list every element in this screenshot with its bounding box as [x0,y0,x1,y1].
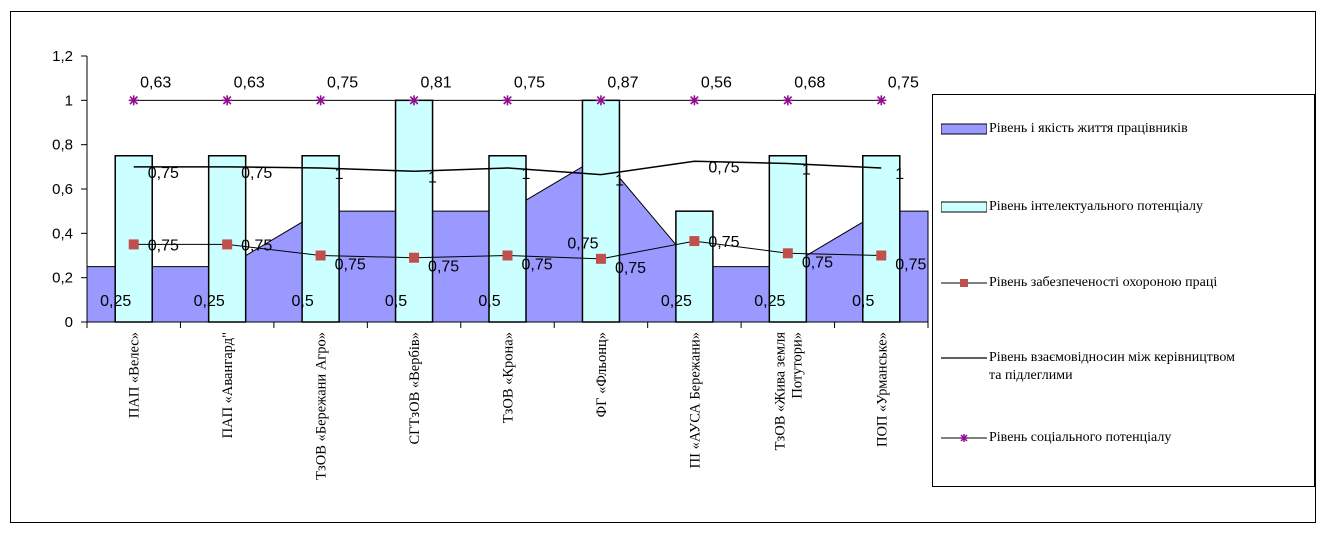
y-tick-label: 1,2 [52,48,73,65]
y-tick-label: 0 [65,314,73,331]
legend: Рівень і якість життя працівників Рівень… [932,94,1315,487]
star-marker [128,95,139,106]
category-label: ПОП «Урманське» [874,332,890,447]
bar-intellectual-potential [581,99,621,323]
square-marker [782,248,793,259]
data-label-labor-safety: 0,75 [428,259,459,276]
data-label-labor-safety: 0,75 [802,254,833,271]
data-label-intellectual: 1 [335,166,344,183]
data-label-social: 0,63 [234,74,265,91]
category-label: ТзОВ «Жива земляПотутори» [772,332,805,451]
data-label-intellectual: 1 [522,166,531,183]
star-marker [876,95,887,106]
category-label: ФГ «Фльонц» [594,332,610,417]
square-marker [222,239,233,250]
legend-label: Рівень соціального потенціалу [989,430,1172,445]
data-label-intellectual: 0,75 [708,159,739,176]
bar-intellectual-potential [301,155,340,323]
star-marker [595,95,606,106]
legend-label: Рівень і якість життя працівників [989,121,1188,136]
y-tick-label: 0,2 [52,270,73,287]
data-label-social: 0,56 [701,74,732,91]
data-label-social: 0,75 [888,74,919,91]
data-label-social: 0,75 [327,74,358,91]
data-label-living-standard: 0,5 [852,293,874,310]
category-label: ПІ «АУСА Бережани» [687,332,703,468]
y-tick-label: 0,6 [52,181,73,198]
y-tick-label: 0,8 [52,137,73,154]
line-series-relations [133,160,882,176]
star-marker [502,95,513,106]
legend-star-marker-icon [941,431,987,445]
bar-intellectual-potential [862,155,901,323]
data-label-social: 0,81 [420,74,451,91]
legend-item-social: Рівень соціального потенціалу [941,429,1171,447]
star-marker [409,95,420,106]
legend-bar-swatch [941,200,987,214]
data-label-social: 0,63 [140,74,171,91]
data-label-labor-safety: 0,75 [335,257,366,274]
data-label-labor-safety: 0,75 [148,237,179,254]
data-label-labor-safety: 0,75 [522,257,553,274]
legend-label: Рівень забезпеченості охороною праці [989,275,1218,290]
data-label-intellectual: 1 [895,166,904,183]
data-label-social: 0,87 [607,74,638,91]
square-marker [315,250,326,261]
data-label-intellectual: 0,75 [241,165,272,182]
square-marker [502,250,513,261]
square-marker [128,239,139,250]
data-label-intellectual: 1 [802,162,811,179]
star-marker [689,95,700,106]
square-marker [876,250,887,261]
legend-square-marker-icon [941,276,987,290]
data-label-social: 0,68 [794,74,825,91]
data-label-labor-safety: 0,75 [615,260,646,277]
legend-item-labor-safety: Рівень забезпеченості охороною праці [941,274,1217,292]
data-label-labor-safety: 0,75 [241,237,272,254]
data-label-intellectual: 0,75 [148,165,179,182]
data-label-living-standard: 0,75 [567,235,598,252]
star-marker [222,95,233,106]
legend-label: Рівень взаємовідносин між керівництвом т… [989,350,1235,383]
data-label-living-standard: 0,25 [100,293,131,310]
legend-item-relations: Рівень взаємовідносин між керівництвом т… [941,349,1235,385]
legend-label: Рівень інтелектуального потенціалу [989,199,1204,214]
square-marker [689,236,700,247]
data-label-intellectual: 1 [428,169,437,186]
legend-line-icon [941,351,987,365]
legend-item-living-standard: Рівень і якість життя працівників [941,120,1188,138]
data-label-social: 0,75 [514,74,545,91]
y-tick-label: 0,4 [52,225,73,242]
category-label: ПАП «Велес» [127,332,143,418]
y-tick-label: 1 [65,92,73,109]
bar-intellectual-potential [207,155,247,323]
category-label: ПАП «Авангард" [220,332,236,438]
legend-item-intellectual: Рівень інтелектуального потенціалу [941,198,1203,216]
star-marker [782,95,793,106]
data-label-labor-safety: 0,75 [895,257,926,274]
category-label: ТзОВ «Бережани Агро» [314,332,330,480]
square-marker [595,253,606,264]
star-marker [315,95,326,106]
chart-frame [10,11,1316,523]
bar-intellectual-potential [394,99,434,323]
category-label: ТзОВ «Крона» [501,332,517,423]
data-label-labor-safety: 0,75 [708,234,739,251]
data-label-living-standard: 0,25 [661,293,692,310]
data-label-living-standard: 0,5 [478,293,500,310]
bar-intellectual-potential [114,155,153,323]
data-label-living-standard: 0,5 [385,293,407,310]
data-label-living-standard: 0,5 [291,293,313,310]
data-label-living-standard: 0,25 [754,293,785,310]
data-label-intellectual: 1 [615,173,624,190]
data-label-living-standard: 0,25 [194,293,225,310]
square-marker [409,252,420,263]
legend-area-swatch [941,122,987,136]
category-label: СГТзОВ «Вербів» [407,332,423,445]
